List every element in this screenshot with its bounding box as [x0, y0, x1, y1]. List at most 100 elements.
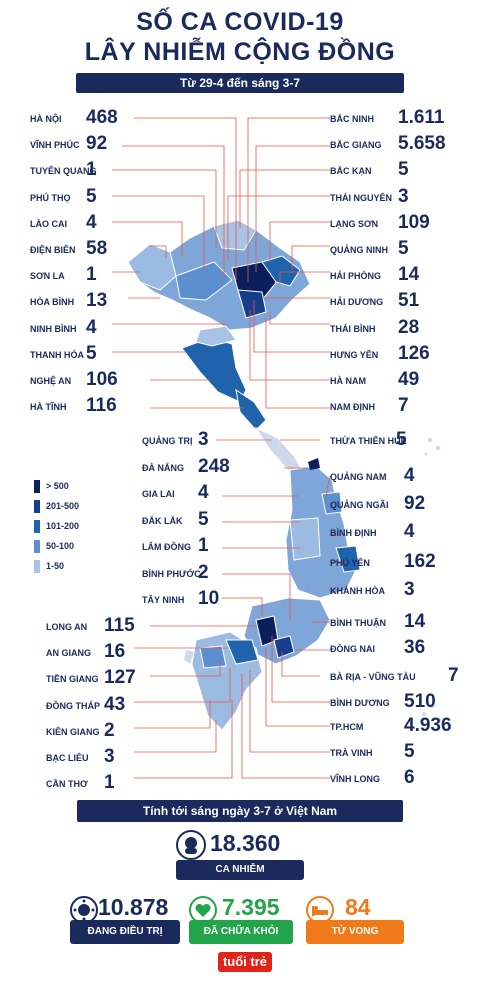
- province-value: 5: [198, 508, 209, 530]
- province-label: NINH BÌNH: [30, 323, 77, 334]
- province-label: HƯNG YÊN: [330, 349, 379, 360]
- province-value: 16: [104, 641, 126, 663]
- province-value: 5: [404, 741, 415, 762]
- province-label: HÀ TĨNH: [30, 402, 67, 413]
- province-value: 116: [86, 395, 117, 417]
- infected-value: 18.360: [210, 830, 281, 856]
- province-value: 13: [86, 290, 108, 312]
- legend-swatch: [34, 560, 40, 573]
- legend-label: > 500: [46, 481, 69, 491]
- province-label: QUẢNG NGÃI: [330, 500, 389, 510]
- province-value: 28: [398, 316, 420, 338]
- province-value: 5: [396, 429, 407, 450]
- province-value: 1: [86, 264, 97, 286]
- province-value: 7: [398, 395, 409, 417]
- province-label: THỪA THIÊN HUẾ: [330, 436, 407, 446]
- deaths-value: 84: [345, 894, 371, 920]
- province-value: 14: [398, 264, 420, 286]
- province-label: BẮC GIANG: [330, 140, 382, 151]
- province-value: 6: [404, 767, 415, 788]
- province-value: 51: [398, 290, 420, 312]
- province-label: TÂY NINH: [142, 595, 185, 605]
- province-label: PHÚ YÊN: [330, 558, 370, 568]
- province-label: AN GIANG: [46, 648, 91, 659]
- legend-label: 201-500: [46, 501, 80, 511]
- province-value: 10: [198, 588, 220, 609]
- infected-label: CA NHIỄM: [176, 860, 304, 880]
- legend-swatch: [34, 500, 40, 513]
- legend-swatch: [34, 520, 40, 533]
- province-value: 4: [86, 211, 97, 233]
- province-value: 4: [198, 482, 209, 503]
- legend-label: 50-100: [46, 541, 75, 551]
- province-label: PHÚ THỌ: [30, 192, 71, 203]
- province-label: ĐỒNG NAI: [330, 644, 375, 654]
- province-label: KHÁNH HÒA: [330, 586, 385, 596]
- province-value: 4: [404, 465, 415, 486]
- province-label: BÌNH ĐỊNH: [330, 528, 377, 538]
- province-value: 5.658: [398, 133, 446, 155]
- province-value: 468: [86, 107, 118, 128]
- province-value: 109: [398, 211, 430, 233]
- treating-label: ĐANG ĐIỀU TRỊ: [70, 920, 180, 944]
- legend-swatch: [34, 480, 40, 493]
- province-value: 2: [198, 561, 209, 583]
- province-value: 5: [86, 185, 97, 207]
- treating-value: 10.878: [98, 894, 169, 920]
- province-label: VĨNH LONG: [330, 774, 381, 784]
- province-label: HÒA BÌNH: [30, 297, 75, 308]
- province-value: 248: [198, 455, 230, 477]
- province-value: 1: [198, 535, 209, 556]
- province-label: LÂM ĐỒNG: [142, 542, 191, 552]
- province-value: 127: [104, 667, 136, 689]
- province-label: HẢI DƯƠNG: [330, 297, 384, 308]
- province-value: 5: [398, 238, 409, 259]
- province-label: ĐIỆN BIÊN: [30, 245, 76, 255]
- province-label: HẢI PHÒNG: [330, 271, 382, 282]
- province-label: BÌNH PHƯỚC: [142, 568, 201, 579]
- province-value: 1: [86, 159, 97, 181]
- province-value: 510: [404, 691, 436, 712]
- province-label: LÀO CAI: [30, 218, 67, 229]
- province-label: HÀ NAM: [330, 376, 366, 386]
- province-label: NGHỆ AN: [30, 376, 72, 386]
- head-icon: [176, 830, 206, 860]
- bed-icon: [306, 896, 334, 924]
- province-value: 49: [398, 369, 420, 390]
- province-label: BÌNH THUẬN: [330, 618, 386, 628]
- tuoi-tre-logo: tuổi trẻ: [218, 952, 272, 972]
- province-label: BÌNH DƯƠNG: [330, 698, 390, 708]
- province-value: 36: [404, 637, 426, 658]
- province-label: THÁI NGUYÊN: [330, 192, 393, 203]
- province-label: ĐÀ NẴNG: [142, 462, 184, 473]
- recovered-value: 7.395: [222, 894, 280, 920]
- province-value: 3: [398, 185, 409, 207]
- province-label: THÁI BÌNH: [330, 323, 376, 334]
- province-value: 92: [86, 133, 108, 155]
- province-value: 1: [104, 772, 115, 794]
- province-value: 2: [104, 719, 115, 741]
- province-value: 58: [86, 238, 108, 259]
- province-value: 4: [86, 316, 97, 338]
- province-label: ĐẮK LẮK: [142, 515, 183, 526]
- deaths-label: TỬ VONG: [306, 920, 404, 944]
- province-label: THANH HÓA: [30, 349, 84, 360]
- title-line-1: SỐ CA COVID-19: [136, 8, 344, 36]
- province-label: SƠN LA: [30, 271, 65, 282]
- province-value: 92: [404, 493, 426, 514]
- province-label: TRÀ VINH: [330, 748, 373, 758]
- summary-bar: Tính tới sáng ngày 3-7 ở Việt Nam: [77, 800, 403, 822]
- province-label: LẠNG SƠN: [330, 218, 379, 229]
- province-label: QUẢNG NINH: [330, 245, 388, 255]
- province-label: HÀ NỘI: [30, 114, 62, 124]
- province-label: ĐỒNG THÁP: [46, 700, 100, 711]
- province-value: 43: [104, 693, 126, 715]
- province-label: LONG AN: [46, 622, 88, 632]
- province-value: 1.611: [398, 107, 445, 128]
- province-label: BÀ RỊA - VŨNG TÀU: [330, 672, 416, 682]
- province-value: 3: [404, 579, 415, 600]
- province-label: GIA LAI: [142, 489, 175, 499]
- province-label: VĨNH PHÚC: [30, 140, 80, 151]
- province-value: 4: [404, 521, 415, 542]
- province-value: 5: [398, 159, 409, 181]
